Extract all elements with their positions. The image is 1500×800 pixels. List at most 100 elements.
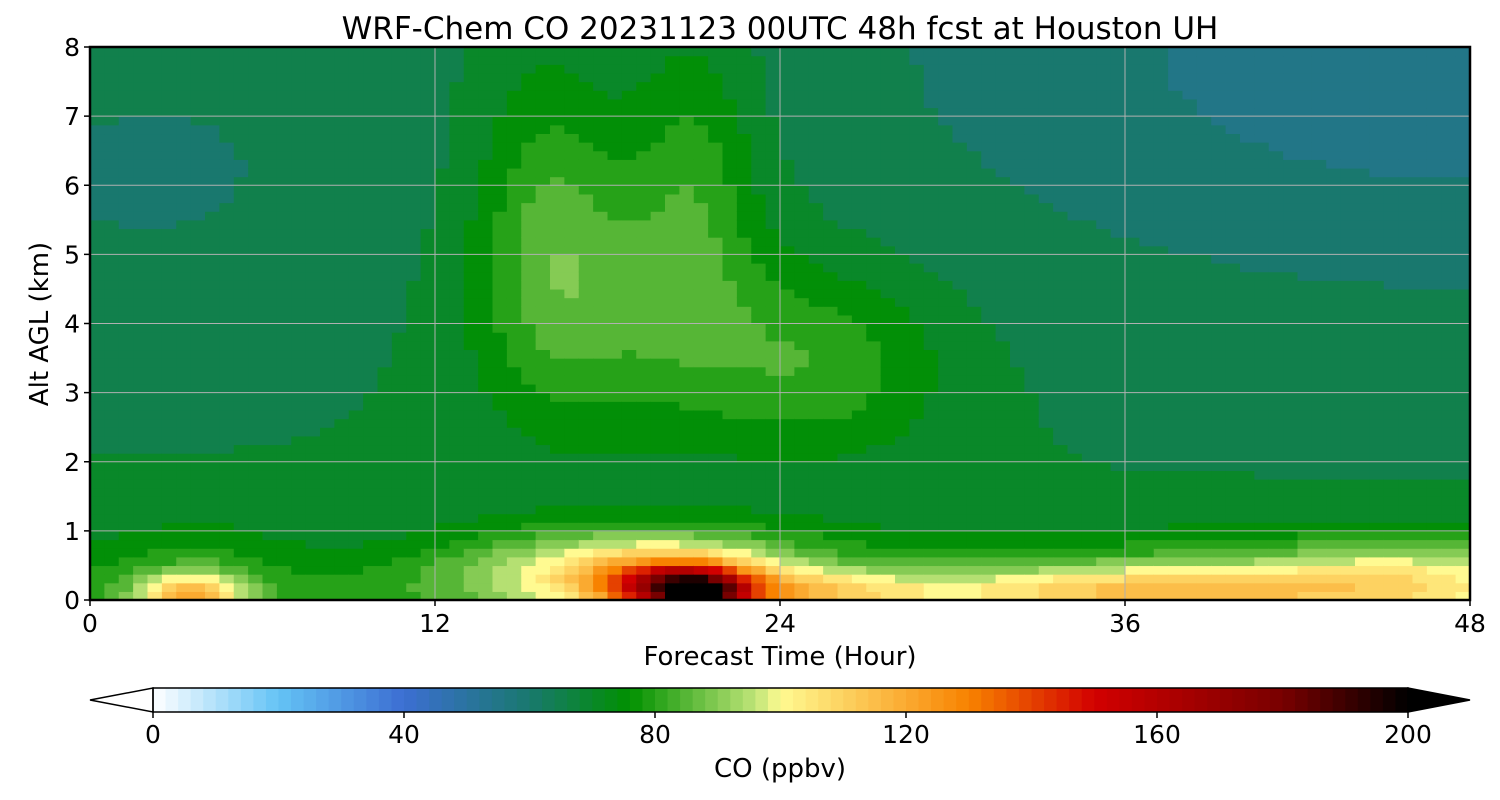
heatmap-cell	[722, 64, 738, 74]
heatmap-cell	[276, 107, 292, 117]
heatmap-cell	[521, 504, 537, 515]
heatmap-cell	[564, 159, 580, 169]
heatmap-cell	[765, 124, 781, 135]
heatmap-cell	[363, 98, 379, 109]
heatmap-cell	[866, 591, 882, 600]
heatmap-cell	[578, 418, 594, 428]
heatmap-cell	[104, 98, 120, 109]
heatmap-cell	[1139, 124, 1155, 135]
heatmap-cell	[751, 461, 767, 471]
heatmap-cell	[981, 211, 997, 221]
heatmap-cell	[550, 55, 565, 65]
heatmap-cell	[866, 288, 882, 299]
heatmap-cell	[1196, 81, 1212, 91]
heatmap-cell	[492, 539, 508, 549]
heatmap-cell	[521, 582, 537, 592]
heatmap-cell	[291, 470, 307, 480]
heatmap-cell	[521, 237, 537, 247]
heatmap-cell	[348, 185, 364, 195]
heatmap-cell	[348, 409, 364, 420]
heatmap-cell	[233, 418, 249, 428]
heatmap-cell	[1110, 479, 1126, 489]
heatmap-cell	[506, 565, 522, 575]
heatmap-cell	[880, 556, 896, 567]
heatmap-cell	[363, 453, 379, 463]
heatmap-cell	[1038, 349, 1054, 359]
heatmap-cell	[621, 332, 637, 342]
heatmap-cell	[1182, 193, 1198, 204]
heatmap-cell	[650, 193, 666, 204]
heatmap-cell	[823, 167, 839, 178]
heatmap-cell	[205, 72, 220, 83]
heatmap-cell	[780, 332, 795, 342]
heatmap-cell	[90, 591, 105, 600]
heatmap-cell	[909, 401, 925, 411]
heatmap-cell	[923, 574, 939, 584]
heatmap-cell	[262, 314, 278, 325]
heatmap-cell	[118, 185, 134, 195]
heatmap-cell	[1010, 340, 1025, 351]
heatmap-cell	[751, 332, 767, 342]
heatmap-cell	[90, 435, 105, 446]
heatmap-cell	[521, 418, 537, 428]
heatmap-cell	[291, 409, 307, 420]
heatmap-cell	[1010, 202, 1025, 212]
heatmap-cell	[90, 237, 105, 247]
heatmap-cell	[90, 582, 105, 592]
heatmap-cell	[391, 150, 407, 160]
heatmap-cell	[1096, 306, 1112, 316]
heatmap-cell	[478, 55, 494, 65]
heatmap-cell	[650, 297, 666, 307]
heatmap-cell	[1125, 383, 1140, 394]
heatmap-cell	[248, 358, 264, 368]
heatmap-cell	[305, 254, 321, 264]
heatmap-cell	[952, 522, 968, 532]
heatmap-cell	[291, 176, 307, 186]
heatmap-cell	[291, 383, 307, 394]
heatmap-cell	[952, 185, 968, 195]
heatmap-cell	[478, 124, 494, 135]
heatmap-cell	[161, 133, 177, 143]
heatmap-cell	[377, 332, 393, 342]
heatmap-cell	[262, 487, 278, 497]
heatmap-cell	[377, 358, 393, 368]
heatmap-cell	[147, 418, 163, 428]
heatmap-cell	[780, 116, 795, 126]
heatmap-cell	[1139, 323, 1155, 333]
heatmap-cell	[1024, 98, 1040, 109]
heatmap-cell	[1024, 202, 1040, 212]
heatmap-cell	[1182, 513, 1198, 523]
heatmap-cell	[564, 185, 580, 195]
heatmap-cell	[1139, 90, 1155, 100]
heatmap-cell	[550, 461, 565, 471]
heatmap-cell	[966, 496, 982, 506]
heatmap-cell	[708, 504, 724, 515]
heatmap-cell	[1182, 245, 1198, 255]
heatmap-cell	[808, 409, 824, 420]
heatmap-cell	[923, 237, 939, 247]
heatmap-cell	[981, 263, 997, 273]
heatmap-cell	[650, 116, 666, 126]
heatmap-cell	[205, 98, 220, 109]
heatmap-cell	[521, 228, 537, 238]
heatmap-cell	[406, 383, 422, 394]
heatmap-cell	[449, 98, 465, 109]
heatmap-cell	[1067, 513, 1083, 523]
heatmap-cell	[1067, 107, 1083, 117]
heatmap-cell	[722, 306, 738, 316]
heatmap-cell	[550, 202, 565, 212]
heatmap-cell	[995, 548, 1011, 558]
heatmap-cell	[1168, 574, 1184, 584]
heatmap-cell	[1081, 90, 1097, 100]
heatmap-cell	[923, 280, 939, 290]
heatmap-cell	[276, 271, 292, 281]
heatmap-cell	[1053, 496, 1069, 506]
heatmap-cell	[521, 358, 537, 368]
heatmap-cell	[147, 47, 163, 57]
heatmap-cell	[1010, 107, 1025, 117]
heatmap-cell	[363, 193, 379, 204]
heatmap-cell	[837, 202, 853, 212]
heatmap-cell	[233, 539, 249, 549]
heatmap-cell	[650, 556, 666, 567]
heatmap-cell	[909, 479, 925, 489]
